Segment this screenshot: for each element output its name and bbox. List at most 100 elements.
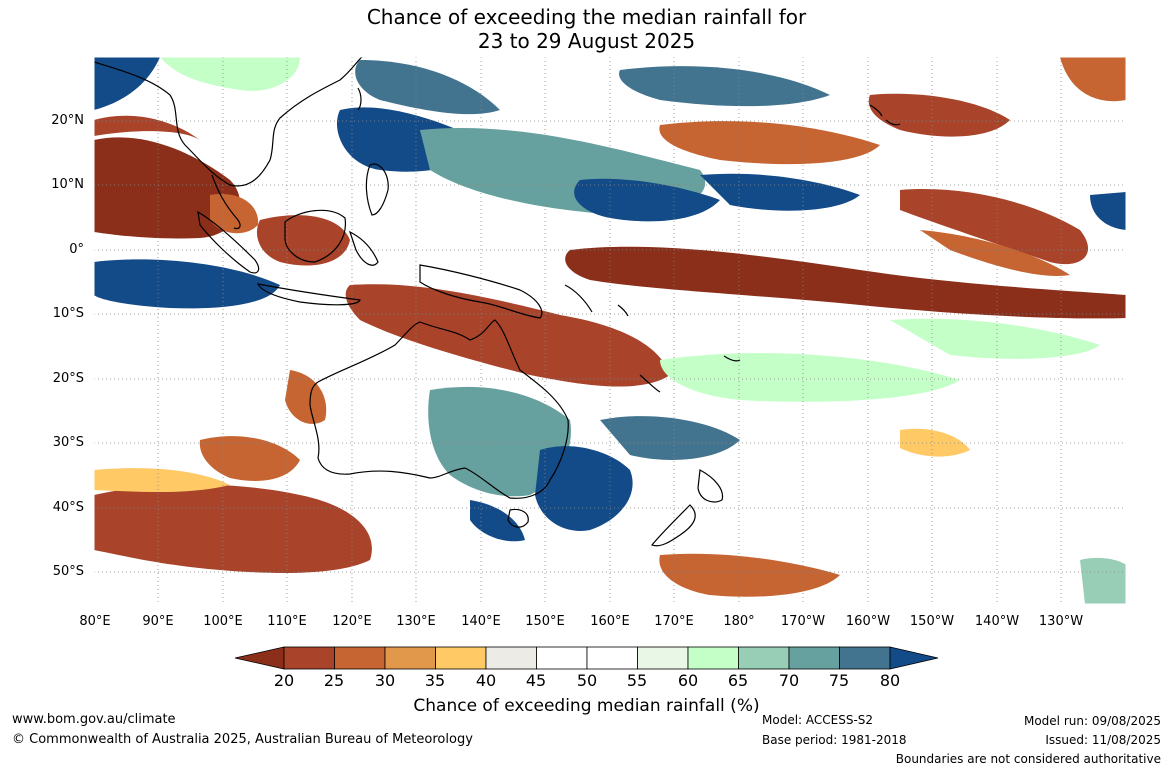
lon-label-120e: 120°E <box>332 614 372 629</box>
region-below-median <box>868 93 1010 137</box>
lat-label-20n: 20°N <box>51 113 84 128</box>
java-coastline <box>256 283 361 306</box>
taiwan-coastline <box>357 87 362 111</box>
lon-label-180: 180° <box>723 614 755 629</box>
boundaries-disclaimer: Boundaries are not considered authoritat… <box>895 752 1161 766</box>
lon-label-150e: 150°E <box>525 614 565 629</box>
lat-label-10s: 10°S <box>52 306 84 321</box>
lon-label-160w: 160°W <box>845 614 891 629</box>
lat-label-50s: 50°S <box>52 564 84 579</box>
graticule <box>94 57 1126 604</box>
new-zealand-coastline <box>651 469 724 547</box>
region-below-median <box>256 215 350 266</box>
region-below-median <box>94 484 372 573</box>
lon-label-160e: 160°E <box>590 614 630 629</box>
lon-label-170w: 170°W <box>780 614 826 629</box>
lon-label-80e: 80°E <box>79 614 111 629</box>
colorbar-label: 55 <box>626 671 648 690</box>
pacific-islands-coastline <box>564 284 741 393</box>
bom-website-link[interactable]: www.bom.gov.au/climate <box>12 712 176 727</box>
colorbar-label: 80 <box>879 671 901 690</box>
region-above-median <box>94 259 280 309</box>
sumatra-coastline <box>197 210 260 274</box>
region-above-median <box>428 386 571 497</box>
lon-label-140e: 140°E <box>461 614 501 629</box>
model-name: Model: ACCESS-S2 <box>762 713 874 727</box>
colorbar-swatch <box>738 646 790 670</box>
issued-date: Issued: 11/08/2025 <box>1045 733 1161 747</box>
colorbar-label: 35 <box>424 671 446 690</box>
map-frame <box>93 56 1127 605</box>
region-below-median <box>94 115 200 140</box>
lon-label-90e: 90°E <box>142 614 174 629</box>
lat-label-30s: 30°S <box>52 435 84 450</box>
colorbar-swatch <box>687 646 739 670</box>
lat-label-10n: 10°N <box>51 177 84 192</box>
colorbar-label: 40 <box>475 671 497 690</box>
region-below-median <box>920 230 1070 276</box>
region-below-median <box>659 553 840 597</box>
region-below-median <box>210 194 259 234</box>
australia-coastline <box>309 319 569 499</box>
base-period: Base period: 1981-2018 <box>762 733 907 747</box>
region-below-median <box>659 121 880 165</box>
region-below-median <box>565 246 1126 319</box>
region-above-median <box>700 173 860 211</box>
colorbar-swatch <box>586 646 638 670</box>
hawaii-coastline <box>869 104 901 126</box>
lat-label-0: 0° <box>69 242 84 257</box>
region-above-median <box>470 500 525 542</box>
region-near-median <box>1080 557 1126 604</box>
philippines-coastline <box>365 163 389 216</box>
model-run-date: Model run: 09/08/2025 <box>1023 714 1161 728</box>
region-below-median <box>94 468 230 493</box>
lon-label-100e: 100°E <box>203 614 243 629</box>
new-guinea-coastline <box>419 264 543 319</box>
colorbar-title: Chance of exceeding median rainfall (%) <box>413 696 760 716</box>
colorbar-label: 30 <box>374 671 396 690</box>
colorbar-swatch <box>839 646 891 670</box>
colorbar-swatch <box>485 646 537 670</box>
copyright-notice: © Commonwealth of Australia 2025, Austra… <box>12 732 473 747</box>
colorbar-label: 75 <box>828 671 850 690</box>
region-below-median <box>1060 57 1126 102</box>
lon-label-130e: 130°E <box>396 614 436 629</box>
colorbar-label: 65 <box>727 671 749 690</box>
borneo-coastline <box>284 209 346 263</box>
lon-label-110e: 110°E <box>267 614 307 629</box>
coastlines <box>94 57 901 547</box>
sulawesi-coastline <box>348 230 379 266</box>
region-above-median <box>1090 192 1126 230</box>
region-below-median <box>94 137 240 239</box>
lon-label-170e: 170°E <box>654 614 694 629</box>
colorbar-swatch <box>384 646 436 670</box>
region-above-median <box>94 57 160 110</box>
region-near-median <box>160 57 300 91</box>
colorbar-swatch <box>334 646 386 670</box>
region-above-median <box>574 178 720 222</box>
map-title-line-1: Chance of exceeding the median rainfall … <box>366 5 807 29</box>
colorbar-swatch <box>637 646 689 670</box>
lat-label-20s: 20°S <box>52 371 84 386</box>
colorbar-swatch <box>788 646 840 670</box>
map-title-line-2: 23 to 29 August 2025 <box>477 29 696 53</box>
rainfall-field <box>94 57 1126 604</box>
colorbar-arrow-high <box>889 646 939 670</box>
lat-label-40s: 40°S <box>52 500 84 515</box>
colorbar-label: 20 <box>273 671 295 690</box>
malay-peninsula-coastline <box>211 174 241 230</box>
colorbar-label: 50 <box>576 671 598 690</box>
region-above-median <box>600 416 740 460</box>
colorbar-swatch <box>435 646 487 670</box>
region-above-median <box>535 446 633 531</box>
region-below-median <box>900 189 1089 265</box>
region-above-median <box>355 60 500 115</box>
lon-label-140w: 140°W <box>974 614 1020 629</box>
region-below-median <box>199 436 300 481</box>
colorbar-label: 25 <box>323 671 345 690</box>
colorbar-label: 45 <box>525 671 547 690</box>
lon-label-150w: 150°W <box>909 614 955 629</box>
tasmania-coastline <box>507 508 529 528</box>
colorbar-label: 70 <box>778 671 800 690</box>
